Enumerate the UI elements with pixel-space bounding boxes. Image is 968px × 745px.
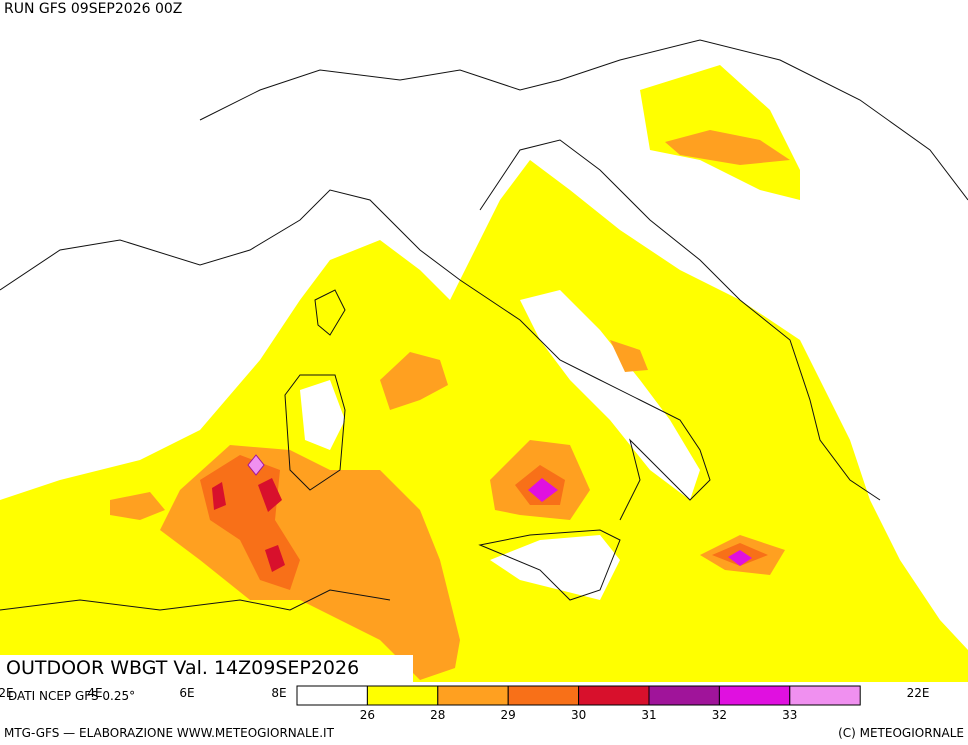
legend-swatch xyxy=(718,685,791,706)
coastline xyxy=(0,189,711,521)
coastline xyxy=(284,374,346,491)
longitude-label: 4E xyxy=(87,686,102,700)
color-legend: 26 28 29 30 31 32 33 xyxy=(296,685,861,722)
legend-label: 31 xyxy=(641,708,656,722)
wbgt-field-29 xyxy=(380,352,448,410)
coastline xyxy=(0,589,391,611)
border xyxy=(199,39,968,201)
title-box xyxy=(0,655,413,682)
land-cool xyxy=(490,535,620,600)
coastline xyxy=(478,529,621,601)
wbgt-field-29 xyxy=(110,492,165,520)
wbgt-field-31 xyxy=(265,545,285,572)
data-source: DATI NCEP GFS 0.25° xyxy=(8,689,135,703)
wbgt-field-33 xyxy=(247,454,265,476)
legend-swatch xyxy=(789,685,861,706)
legend-swatch xyxy=(366,685,439,706)
wbgt-field-29 xyxy=(665,130,790,165)
wbgt-field-29 xyxy=(610,340,648,372)
longitude-labels: 2E 4E 6E 8E 22E xyxy=(0,686,929,700)
land-cool xyxy=(520,290,700,500)
legend-label: 33 xyxy=(782,708,797,722)
coastline xyxy=(314,289,346,336)
footer-right: (C) METEOGIORNALE xyxy=(838,726,964,740)
longitude-label: 8E xyxy=(271,686,286,700)
wbgt-field-31 xyxy=(258,478,282,512)
wbgt-field-32 xyxy=(528,478,558,502)
legend-label: 29 xyxy=(501,708,516,722)
map-title: OUTDOOR WBGT Val. 14Z09SEP2026 xyxy=(6,657,359,679)
legend-swatch xyxy=(507,685,580,706)
longitude-label: 6E xyxy=(179,686,194,700)
longitude-label: 22E xyxy=(907,686,930,700)
legend-label: 28 xyxy=(430,708,445,722)
wbgt-field-31 xyxy=(212,482,226,510)
legend-swatch xyxy=(296,685,368,706)
legend-swatch xyxy=(648,685,720,706)
legend-label: 26 xyxy=(360,708,375,722)
footer-left: MTG-GFS — ELABORAZIONE WWW.METEOGIORNALE… xyxy=(4,726,335,740)
legend-label: 32 xyxy=(712,708,727,722)
wbgt-field-32 xyxy=(728,550,752,566)
land-cool xyxy=(300,380,345,450)
run-label: RUN GFS 09SEP2026 00Z xyxy=(4,1,182,17)
longitude-label: 2E xyxy=(0,686,14,700)
legend-swatch xyxy=(437,685,509,706)
legend-label: 30 xyxy=(571,708,586,722)
coastline xyxy=(479,139,881,501)
legend-swatch xyxy=(578,685,650,706)
